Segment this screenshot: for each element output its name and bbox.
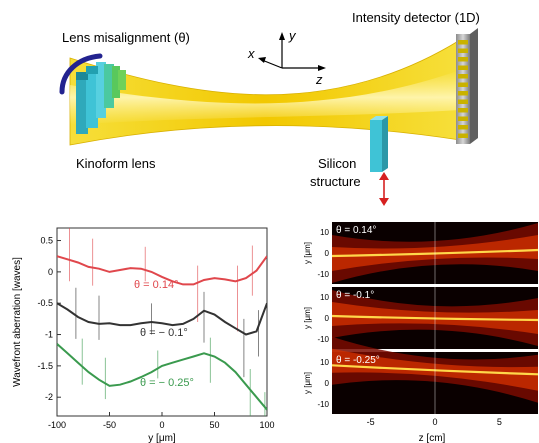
heatmap-y-tick-label: 10 — [320, 293, 329, 302]
silicon-label-line2: structure — [310, 174, 361, 189]
wavefront-ylabel: Wavefront aberration [waves] — [12, 257, 23, 387]
heatmap-panel-1: θ = -0.1° 10 0 -10 y [μm] — [303, 287, 539, 349]
silicon-structure — [370, 116, 388, 172]
series-line-1 — [57, 302, 267, 336]
x-tick-label: -100 — [48, 420, 66, 430]
heatmap-ylabel: y [μm] — [303, 372, 312, 394]
wavefront-xlabel: y [μm] — [148, 433, 176, 443]
heatmap-panel-label: θ = -0.25° — [336, 355, 380, 366]
rotation-arc-icon — [59, 53, 103, 95]
y-tick-label: -1.5 — [37, 361, 53, 371]
x-tick-label: -50 — [103, 420, 116, 430]
heatmap-y-tick-label: 0 — [325, 379, 330, 388]
heatmap-y-tick-label: 10 — [320, 358, 329, 367]
wavefront-chart: -100 -50 0 50 100 0.5 0 -0.5 -1 -1.5 -2 θ = 0.14° θ… — [12, 227, 275, 443]
heatmap-y-tick-label: -10 — [317, 270, 329, 279]
axis-y-label: y — [288, 28, 297, 43]
heatmap-x-tick-label: -5 — [367, 417, 375, 427]
heatmap-ylabel: y [μm] — [303, 242, 312, 264]
y-tick-label: -1 — [45, 330, 53, 340]
series-line-0 — [57, 255, 267, 286]
heatmap-panel-0: θ = 0.14° 10 0 -10 y [μm] — [303, 222, 539, 284]
detector-pixel — [458, 133, 468, 138]
detector-pixel — [458, 48, 468, 53]
lens-misalignment-label: Lens misalignment (θ) — [62, 30, 190, 45]
heatmap-y-tick-label: -10 — [317, 400, 329, 409]
detector-pixel — [458, 40, 468, 45]
silicon-label-line1: Silicon — [318, 156, 356, 171]
heatmap-panel-label: θ = -0.1° — [336, 290, 374, 301]
intensity-maps: θ = 0.14° 10 0 -10 y [μm] θ = -0.1° 10 0 -10 y [μ… — [303, 222, 539, 443]
series-label-0: θ = 0.14° — [134, 279, 178, 291]
heatmap-y-tick-label: 10 — [320, 228, 329, 237]
y-tick-label: 0.5 — [40, 236, 53, 246]
lens-label: Kinoform lens — [76, 156, 156, 171]
schematic: x y z Lens misalignment (θ) Intensity de… — [59, 10, 480, 206]
heatmap-xlabel: z [cm] — [419, 433, 446, 443]
detector-pixel — [458, 82, 468, 87]
translation-arrow-icon — [379, 172, 389, 206]
detector-pixel — [458, 65, 468, 70]
axis-x-label: x — [247, 46, 255, 61]
intensity-detector — [456, 28, 478, 144]
series-label-2: θ = − 0.25° — [140, 377, 194, 389]
x-tick-label: 0 — [159, 420, 164, 430]
y-tick-label: -2 — [45, 392, 53, 402]
heatmap-y-tick-label: 0 — [325, 249, 330, 258]
detector-label: Intensity detector (1D) — [352, 10, 480, 25]
detector-pixel — [458, 108, 468, 113]
y-tick-label: -0.5 — [37, 298, 53, 308]
detector-pixel — [458, 74, 468, 79]
detector-pixel — [458, 91, 468, 96]
series-line-2 — [57, 343, 267, 411]
heatmap-y-tick-label: 0 — [325, 314, 330, 323]
axis-z-label: z — [315, 72, 323, 87]
detector-pixel — [458, 99, 468, 104]
heatmap-x-tick-label: 0 — [432, 417, 437, 427]
coordinate-axes — [258, 32, 326, 71]
y-tick-label: 0 — [48, 267, 53, 277]
heatmap-ylabel: y [μm] — [303, 307, 312, 329]
series-label-1: θ = − 0.1° — [140, 327, 188, 339]
kinoform-lens — [76, 62, 126, 134]
heatmap-panel-2: θ = -0.25° 10 0 -10 y [μm] — [303, 336, 539, 414]
heatmap-x-tick-label: 5 — [497, 417, 502, 427]
heatmap-panel-label: θ = 0.14° — [336, 225, 376, 236]
x-tick-label: 50 — [209, 420, 219, 430]
heatmap-y-tick-label: -10 — [317, 335, 329, 344]
detector-pixel — [458, 57, 468, 62]
x-ray-beam-core — [70, 70, 460, 125]
detector-pixel — [458, 116, 468, 121]
x-tick-label: 100 — [259, 420, 274, 430]
detector-pixel — [458, 125, 468, 130]
